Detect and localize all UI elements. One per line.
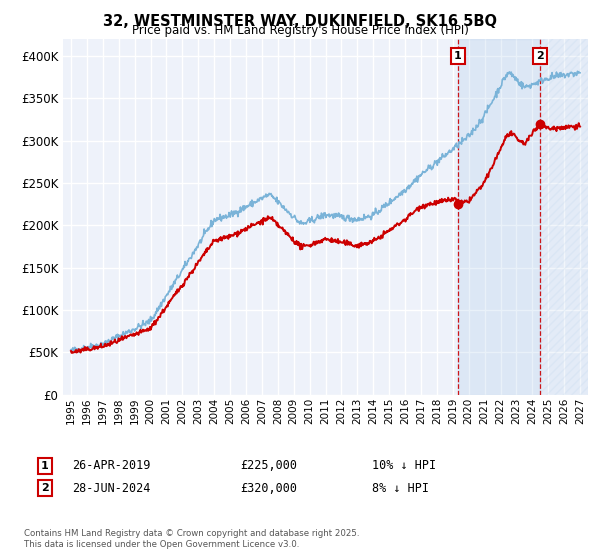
Text: Price paid vs. HM Land Registry's House Price Index (HPI): Price paid vs. HM Land Registry's House … (131, 24, 469, 37)
Text: 2: 2 (41, 483, 49, 493)
Bar (458, 39, 540, 395)
Bar (540, 39, 588, 395)
Text: 10% ↓ HPI: 10% ↓ HPI (372, 459, 436, 473)
Text: 28-JUN-2024: 28-JUN-2024 (72, 482, 151, 495)
Text: 32, WESTMINSTER WAY, DUKINFIELD, SK16 5BQ: 32, WESTMINSTER WAY, DUKINFIELD, SK16 5B… (103, 14, 497, 29)
Text: 2: 2 (536, 51, 544, 61)
Text: 8% ↓ HPI: 8% ↓ HPI (372, 482, 429, 495)
Text: 1: 1 (41, 461, 49, 471)
Text: 1: 1 (454, 51, 462, 61)
Text: £320,000: £320,000 (240, 482, 297, 495)
Text: £225,000: £225,000 (240, 459, 297, 473)
Text: Contains HM Land Registry data © Crown copyright and database right 2025.
This d: Contains HM Land Registry data © Crown c… (24, 529, 359, 549)
Text: 26-APR-2019: 26-APR-2019 (72, 459, 151, 473)
